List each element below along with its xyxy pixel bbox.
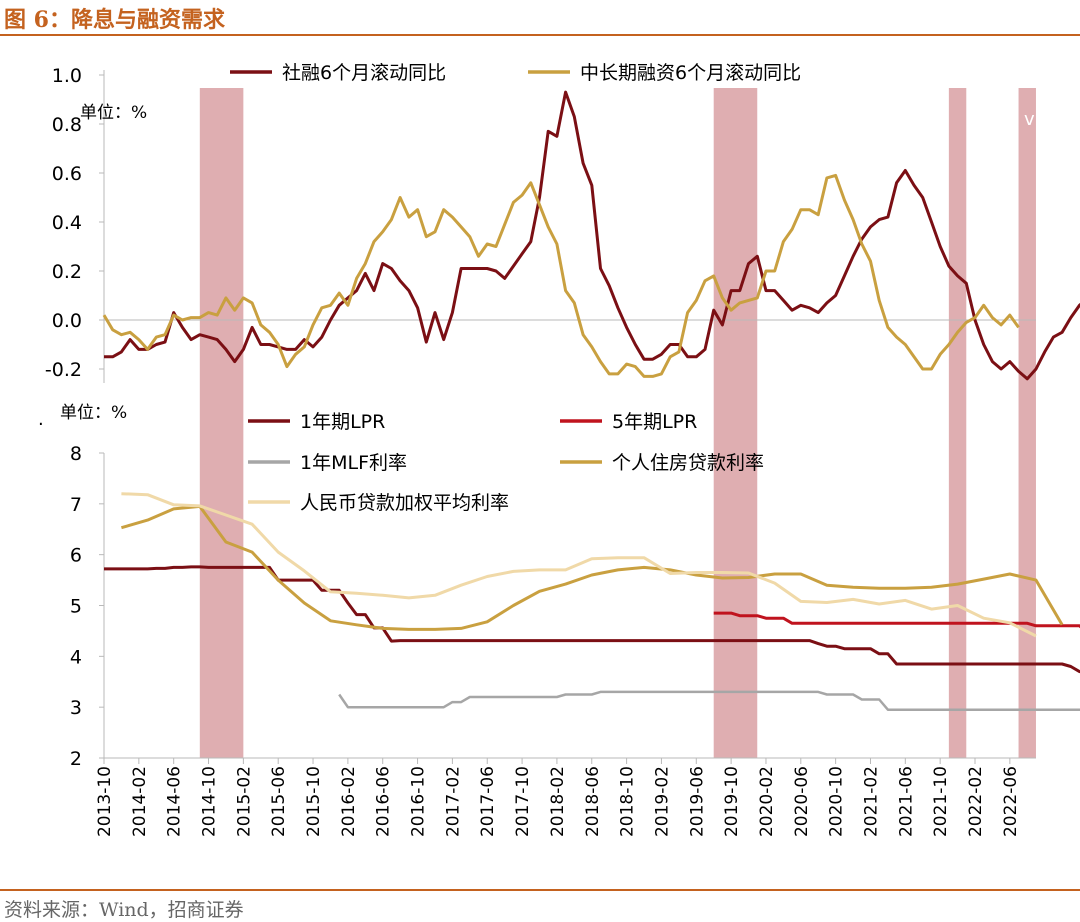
shaded-period-0: [199, 88, 244, 758]
x-tick-label: 2016-06: [374, 766, 394, 837]
x-tick-label: 2018-02: [548, 766, 568, 837]
stray-mark: v: [1024, 109, 1035, 130]
top-legend: 社融6个月滚动同比 中长期融资6个月滚动同比: [230, 62, 801, 84]
top-y-tick-label: 0.2: [52, 261, 82, 283]
top-axes: 1.0 0.8 0.6 0.4 0.2 0.0 -0.2: [45, 65, 1036, 383]
series-line-top-1: [102, 173, 1020, 378]
bottom-y-tick-label: 4: [70, 646, 82, 668]
shaded-period-1: [713, 88, 758, 758]
top-y-tick-label: 0.0: [52, 310, 82, 332]
x-axis-ticks: 2013-10 2014-02 2014-06 2014-10 2015-02 2015-…: [95, 758, 1021, 837]
bottom-y-tick-label: 3: [70, 697, 82, 719]
shaded-periods: [199, 88, 1036, 758]
bottom-y-tick-label: 5: [70, 596, 82, 618]
legend-label-mortgage-rate: 个人住房贷款利率: [612, 452, 764, 474]
x-tick-label: 2020-06: [792, 766, 812, 837]
legend-label-lpr-5y: 5年期LPR: [612, 411, 697, 433]
x-tick-label: 2017-02: [443, 766, 463, 837]
bottom-legend: 1年期LPR 5年期LPR 1年MLF利率 个人住房贷款利率 人民币贷款加权平均…: [248, 411, 764, 514]
x-tick-label: 2017-10: [513, 766, 533, 837]
x-tick-label: 2015-10: [304, 766, 324, 837]
x-tick-label: 2014-06: [165, 766, 185, 837]
bottom-y-tick-label: 2: [70, 748, 82, 770]
bottom-axes: 8 7 6 5 4 3 2: [70, 443, 1036, 770]
title-divider: [0, 34, 1080, 36]
shaded-period-2: [948, 88, 967, 758]
bottom-y-tick-label: 8: [70, 443, 82, 465]
bottom-stray-dot: .: [38, 409, 44, 430]
top-y-tick-label: 1.0: [52, 65, 82, 87]
x-tick-label: 2015-02: [234, 766, 254, 837]
series-line-bottom-2: [338, 690, 1080, 711]
series-line-bottom-4: [121, 492, 1037, 638]
x-tick-label: 2017-06: [478, 766, 498, 837]
top-series: [102, 90, 1080, 381]
series-line-bottom-3: [120, 504, 1064, 631]
top-y-tick-label: -0.2: [45, 359, 82, 381]
figure-title: 图 6：降息与融资需求: [4, 7, 225, 33]
x-tick-label: 2019-10: [722, 766, 742, 837]
x-tick-label: 2020-02: [757, 766, 777, 837]
series-line-bottom-1: [713, 611, 1080, 629]
top-unit-label: 单位：%: [80, 103, 147, 123]
legend-label-mlf-1y: 1年MLF利率: [300, 452, 407, 474]
legend-label-medium-long-financing: 中长期融资6个月滚动同比: [580, 62, 801, 84]
bottom-y-tick-label: 7: [70, 494, 82, 516]
x-tick-label: 2020-10: [827, 766, 847, 837]
x-tick-label: 2018-10: [618, 766, 638, 837]
x-tick-label: 2019-06: [687, 766, 707, 837]
x-tick-label: 2014-10: [200, 766, 220, 837]
bottom-series: [104, 492, 1080, 711]
source-divider: [0, 889, 1080, 891]
series-line-bottom-0: [104, 565, 1080, 674]
series-line-top-0: [104, 90, 1080, 381]
x-tick-label: 2016-10: [409, 766, 429, 837]
x-tick-label: 2021-02: [861, 766, 881, 837]
x-tick-label: 2016-02: [339, 766, 359, 837]
legend-label-weighted-loan-rate: 人民币贷款加权平均利率: [300, 492, 509, 514]
top-y-tick-label: 0.8: [52, 114, 82, 136]
x-tick-label: 2022-02: [966, 766, 986, 837]
bottom-y-tick-label: 6: [70, 545, 82, 567]
source-note: 资料来源：Wind，招商证券: [4, 899, 244, 921]
shaded-period-3: [1018, 88, 1036, 758]
x-tick-label: 2015-06: [269, 766, 289, 837]
x-tick-label: 2022-06: [1001, 766, 1021, 837]
x-tick-label: 2013-10: [95, 766, 115, 837]
x-tick-label: 2021-10: [931, 766, 951, 837]
x-tick-label: 2019-02: [652, 766, 672, 837]
x-tick-label: 2014-02: [130, 766, 150, 837]
bottom-unit-label: 单位：%: [60, 403, 127, 423]
legend-label-social-financing: 社融6个月滚动同比: [282, 62, 446, 84]
x-tick-label: 2021-06: [896, 766, 916, 837]
top-y-tick-label: 0.4: [52, 212, 82, 234]
x-tick-label: 2018-06: [583, 766, 603, 837]
top-y-tick-label: 0.6: [52, 163, 82, 185]
legend-label-lpr-1y: 1年期LPR: [300, 411, 385, 433]
